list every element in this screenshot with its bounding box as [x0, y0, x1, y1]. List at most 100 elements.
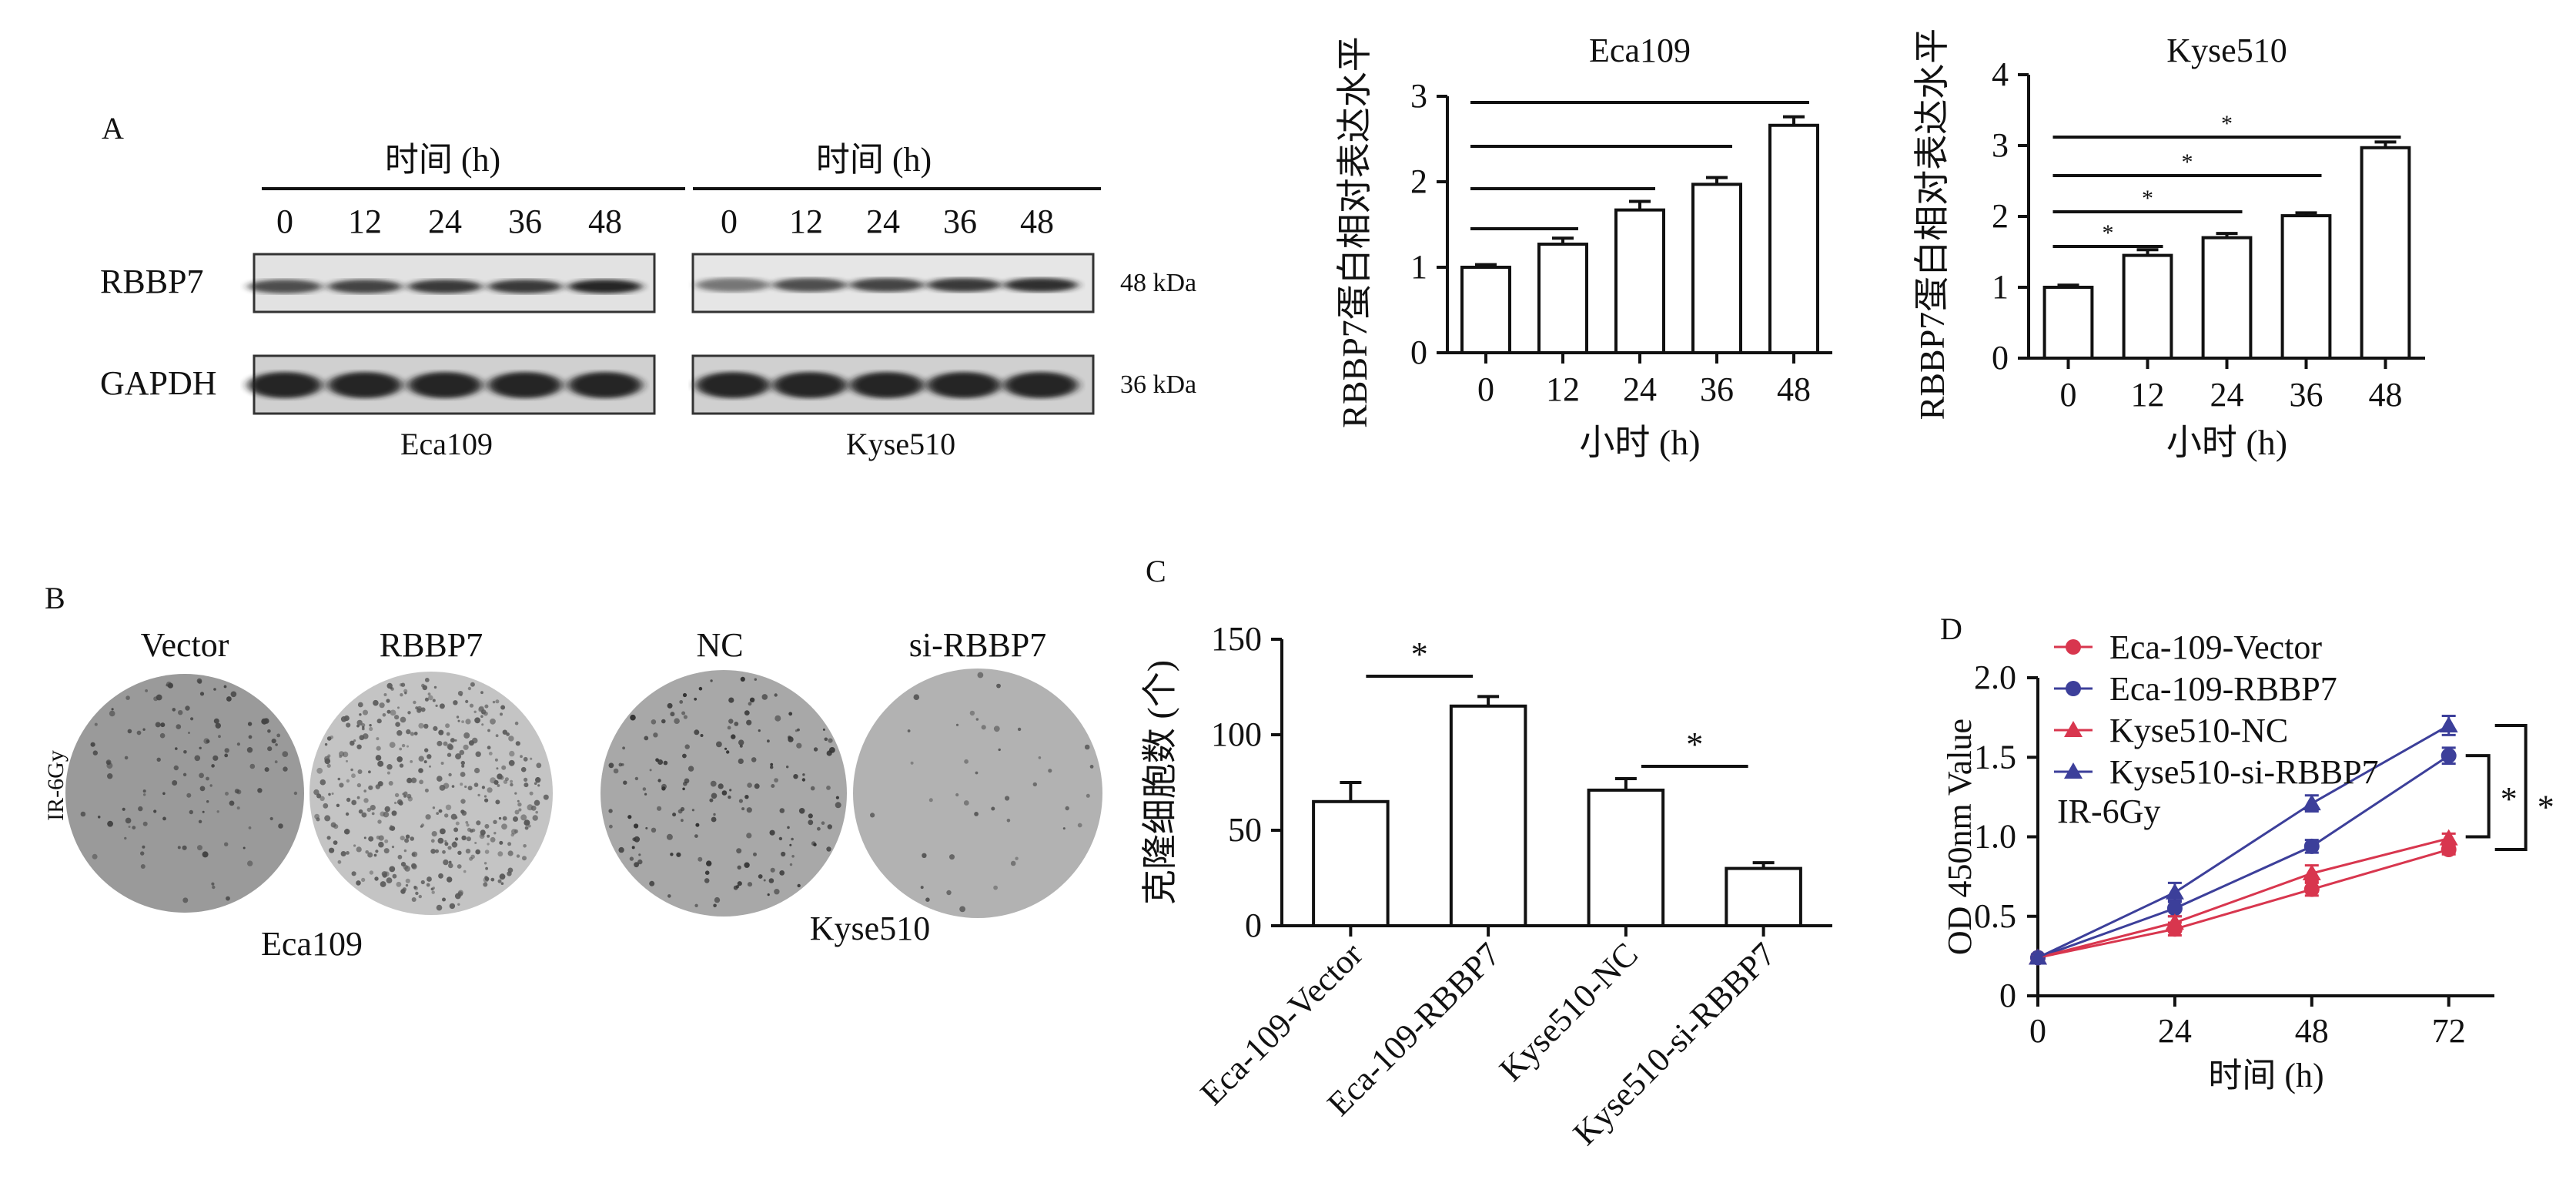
colony-dot [356, 744, 362, 749]
data-point [2064, 721, 2083, 737]
colony-dot [507, 842, 512, 846]
y-tick-label: 4 [1992, 55, 2009, 93]
kda-label-rbbp7: 48 kDa [1120, 269, 1196, 297]
colony-dot [698, 856, 703, 862]
colony-dot [445, 804, 452, 811]
colony-dot [172, 780, 178, 786]
colony-dot [175, 747, 178, 750]
colony-dot [403, 689, 408, 693]
colony-dot [802, 773, 805, 776]
colony-dot [396, 730, 403, 736]
colony-dot [94, 722, 98, 726]
colony-dot [436, 812, 440, 815]
colony-dot [405, 834, 410, 839]
time-point-eca109: 12 [348, 203, 382, 240]
colony-dot [480, 715, 483, 718]
blot-band [408, 372, 482, 398]
colony-dot [145, 689, 149, 692]
colony-dot [674, 718, 680, 724]
y-tick-label: 3 [1410, 77, 1427, 115]
bar [1460, 266, 1511, 354]
colony-dot [423, 723, 429, 729]
y-tick-label: 0.5 [1974, 897, 2016, 935]
significance-star: * [2142, 186, 2153, 211]
colony-dot [410, 760, 413, 763]
colony-dot [835, 796, 839, 799]
colony-dot [751, 757, 757, 762]
colony-dot [218, 735, 221, 739]
bar [1768, 123, 1819, 355]
colony-dot [274, 760, 278, 764]
colony-dot [475, 751, 481, 757]
colony-dot [90, 742, 95, 747]
colony-dot [501, 765, 507, 770]
bar [1725, 866, 1802, 927]
colony-dot [213, 718, 219, 724]
x-axis-label: 时间 (h) [2208, 1057, 2323, 1094]
colony-dot [211, 882, 215, 886]
time-point-kyse510: 0 [721, 203, 738, 240]
colony-dot [404, 866, 410, 872]
colony-dot [419, 779, 423, 785]
colony-dot [455, 753, 462, 760]
colony-dot [634, 823, 639, 829]
colony-dot [261, 718, 268, 725]
colony-dot [432, 699, 436, 702]
data-point [2441, 842, 2457, 858]
colony-dot [415, 891, 419, 896]
x-tick-label: 36 [1700, 370, 1734, 408]
colony-dot [1089, 765, 1094, 769]
colony-dot [490, 836, 496, 843]
colony-dot [424, 697, 429, 702]
treatment-label: IR-6Gy [43, 750, 69, 821]
time-point-kyse510: 36 [943, 203, 977, 240]
colony-dot [826, 786, 831, 790]
blot-band [488, 280, 562, 293]
colony-dot [344, 829, 350, 835]
colony-dot [282, 751, 289, 757]
colony-dot [473, 782, 479, 787]
colony-dot [474, 717, 480, 724]
colony-dot [182, 772, 187, 776]
colony-dot [327, 754, 331, 758]
colony-dot [667, 702, 673, 709]
colony-dot [400, 862, 406, 867]
panel-label-c: C [1146, 554, 1166, 588]
colony-dot [527, 824, 531, 828]
colony-dot [324, 742, 328, 746]
colony-dot [361, 723, 366, 727]
colony-dot [386, 764, 393, 770]
colony-dot [651, 827, 657, 833]
colony-dot [510, 782, 514, 787]
colony-dot [637, 859, 643, 865]
colony-dot [212, 755, 219, 761]
colony-dot [993, 885, 998, 890]
colony-dot [395, 722, 400, 727]
colony-dot [925, 897, 930, 902]
colony-dot [465, 848, 471, 854]
colony-dot [508, 736, 514, 742]
series-eca-109-vector [2030, 842, 2457, 966]
colony-dot [357, 769, 363, 774]
colony-dot [694, 834, 698, 838]
bar [2042, 286, 2094, 360]
colony-dot [185, 705, 190, 711]
colony-dot [124, 756, 129, 760]
data-point [2029, 948, 2047, 965]
bands-rbbp7-eca109 [248, 280, 642, 293]
annotation-label: IR-6Gy [2057, 793, 2160, 830]
row-label-gapdh: GAPDH [100, 364, 217, 402]
colony-dot [770, 762, 774, 766]
panel-b-colony-assay: B IR-6Gy Vector RBBP7 NC si-RBBP7 Eca109… [43, 581, 1102, 963]
colony-dot [487, 834, 490, 838]
time-point-kyse510: 48 [1020, 203, 1054, 240]
colony-dot [738, 758, 744, 765]
colony-dot [122, 807, 125, 811]
colony-dot [713, 813, 716, 816]
chart-od450-growth: D 0 0.5 1.0 1.5 2.0 0 24 48 72 时间 (h) OD 450nm Val… [1940, 612, 2554, 1094]
colony-dot [216, 810, 219, 813]
significance-bracket [2465, 754, 2491, 839]
colony-dot [376, 719, 382, 724]
colony-dot [460, 799, 466, 804]
